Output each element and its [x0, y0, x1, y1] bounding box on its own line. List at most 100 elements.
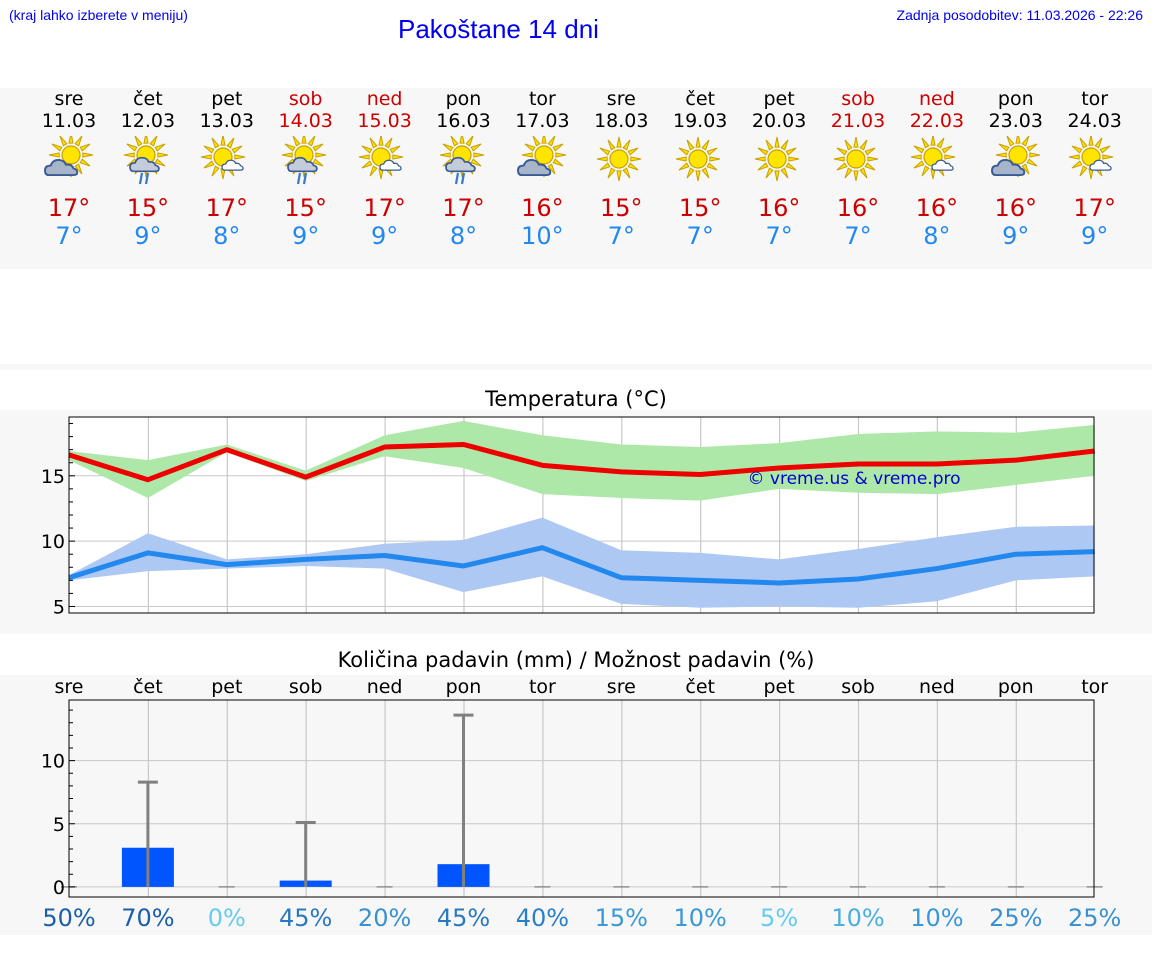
sun-icon [597, 136, 642, 182]
day-date: 17.03 [515, 110, 570, 132]
precip-probability: 45% [279, 904, 333, 932]
sun-small-cloud-icon [200, 136, 245, 180]
precip-probability: 10% [673, 904, 727, 932]
temp-min: 9° [292, 222, 320, 250]
day-name: tor [1081, 88, 1109, 110]
day-date: 13.03 [199, 110, 254, 132]
precip-day-name: pet [211, 676, 243, 698]
temp-min: 9° [1081, 222, 1109, 250]
temp-max: 17° [205, 194, 249, 222]
day-name: sre [606, 88, 636, 110]
day-column: tor 24.03 17° 9° [1055, 88, 1135, 250]
sun-cloud-icon [517, 136, 567, 178]
day-date: 16.03 [436, 110, 491, 132]
precipitation-chart-title: Količina padavin (mm) / Možnost padavin … [337, 648, 815, 672]
day-column: sre 11.03 17° 7° [29, 88, 109, 250]
day-date: 11.03 [41, 110, 97, 132]
forecast-days-band [0, 88, 1152, 269]
day-date: 20.03 [751, 110, 807, 132]
precip-day-name: ned [918, 676, 955, 698]
watermark: © vreme.us & vreme.pro [747, 469, 960, 489]
temperature-chart: 5 10 15 © vreme.us & vreme.pro [41, 416, 1095, 618]
temp-max: 17° [363, 194, 406, 222]
y-tick-label: 5 [53, 814, 65, 836]
precip-probability: 25% [989, 904, 1043, 932]
sun-small-cloud-icon [910, 136, 955, 180]
precip-day-name: sob [288, 676, 323, 698]
temp-min: 7° [55, 222, 83, 250]
sun-cloud-rain-icon [439, 136, 484, 185]
temp-min: 10° [521, 222, 564, 250]
day-column: sob 21.03 16° 7° [818, 88, 898, 250]
last-updated: Zadnja posodobitev: 11.03.2026 - 22:26 [896, 7, 1143, 23]
day-column: ned 22.03 16° 8° [897, 88, 977, 250]
temp-max: 16° [994, 194, 1038, 222]
separator-band [0, 364, 1152, 370]
day-name: pet [763, 88, 795, 110]
precip-probability: 25% [1068, 904, 1122, 932]
temp-min: 7° [686, 222, 714, 250]
temperature-chart-title: Temperatura (°C) [485, 387, 667, 411]
y-tick-label: 5 [53, 596, 65, 618]
precip-day-name: pet [763, 676, 795, 698]
temp-max: 17° [47, 194, 91, 222]
page-title: Pakoštane 14 dni [398, 14, 599, 44]
day-column: pon 16.03 17° 8° [424, 88, 504, 250]
temp-max: 15° [126, 194, 170, 222]
temp-max: 15° [284, 194, 327, 222]
precip-probability: 45% [436, 904, 491, 932]
temp-min: 7° [844, 222, 872, 250]
day-column: sre 18.03 15° 7° [581, 88, 661, 250]
day-column: pet 13.03 17° 8° [187, 88, 267, 250]
precip-day-name: ned [366, 676, 403, 698]
max-temperature-line [68, 441, 1095, 483]
day-date: 22.03 [909, 110, 965, 132]
sun-small-cloud-icon [1068, 136, 1113, 180]
day-name: čet [685, 88, 715, 110]
precip-day-name: tor [528, 676, 556, 698]
sun-icon [833, 136, 879, 182]
day-name: sob [841, 88, 875, 110]
temp-min: 8° [213, 222, 241, 250]
y-tick-label: 10 [41, 531, 65, 553]
day-column: ned 15.03 17° 9° [345, 88, 425, 250]
day-name: ned [918, 88, 955, 110]
temp-max: 17° [1073, 194, 1116, 222]
location-hint-link[interactable]: (kraj lahko izberete v meniju) [9, 7, 188, 23]
sun-cloud-icon [990, 136, 1040, 178]
precip-probability: 10% [831, 904, 885, 932]
precip-probability: 15% [594, 904, 648, 932]
min-temperature-line [68, 545, 1095, 586]
sun-icon [676, 136, 721, 182]
temp-min: 9° [134, 222, 162, 250]
temp-min: 9° [370, 222, 399, 250]
sun-cloud-rain-icon [281, 136, 326, 185]
precip-probability: 0% [207, 904, 246, 932]
temp-max: 16° [521, 194, 564, 222]
y-tick-label: 10 [41, 751, 65, 773]
precip-probability: 40% [515, 904, 570, 932]
sun-icon [754, 136, 800, 182]
day-name: ned [366, 88, 403, 110]
precip-probability: 5% [760, 904, 799, 932]
precip-probability: 20% [357, 904, 412, 932]
sun-cloud-icon [44, 136, 94, 178]
temp-max: 16° [757, 194, 801, 222]
day-column: sob 14.03 15° 9° [266, 88, 346, 250]
temp-max: 15° [600, 194, 643, 222]
precip-probability: 10% [910, 904, 964, 932]
temp-min: 9° [1002, 222, 1030, 250]
temp-min: 8° [923, 222, 951, 250]
temp-max: 17° [442, 194, 485, 222]
precip-day-name: pon [997, 676, 1034, 698]
day-name: pet [211, 88, 243, 110]
day-date: 23.03 [988, 110, 1043, 132]
day-name: pon [445, 88, 482, 110]
temp-max: 16° [836, 194, 880, 222]
day-column: pon 23.03 16° 9° [976, 88, 1056, 250]
sun-small-cloud-icon [358, 136, 403, 180]
day-date: 24.03 [1067, 110, 1122, 132]
precip-day-name: sob [841, 676, 875, 698]
y-tick-label: 0 [53, 877, 65, 899]
day-date: 12.03 [120, 110, 176, 132]
